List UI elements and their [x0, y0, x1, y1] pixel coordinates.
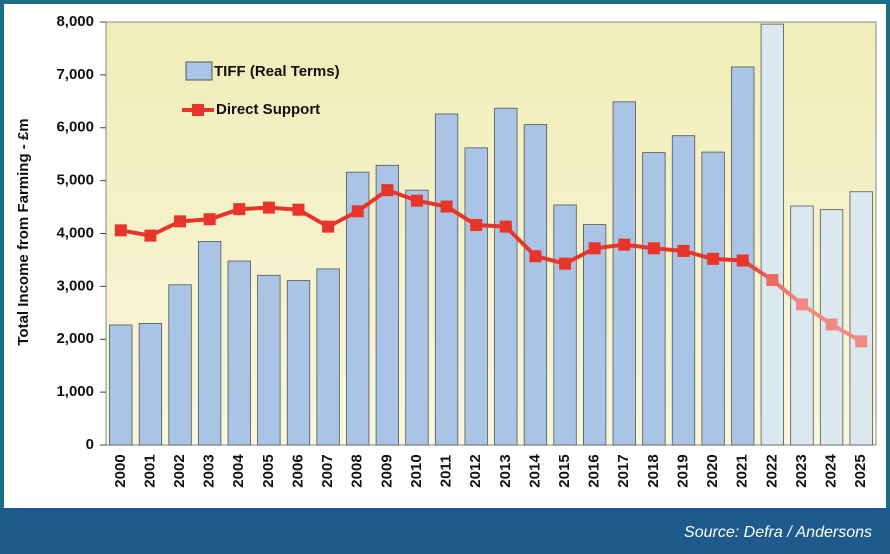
bar: [346, 171, 370, 446]
x-tick-label: 2021: [734, 454, 751, 487]
y-tick-label: 3,000: [56, 277, 94, 294]
x-tick-label: 2013: [497, 454, 514, 487]
x-tick-label: 2010: [408, 454, 425, 487]
marker: [766, 274, 779, 287]
footer: [0, 508, 890, 554]
bar: [286, 280, 311, 446]
marker: [381, 184, 394, 197]
y-tick-label: 5,000: [56, 172, 94, 189]
marker: [203, 213, 216, 226]
marker: [233, 203, 246, 216]
x-tick-label: 2014: [526, 454, 543, 488]
y-tick-label: 7,000: [56, 66, 94, 83]
marker: [144, 229, 157, 242]
bar: [138, 322, 163, 446]
x-tick-label: 2001: [141, 454, 158, 487]
x-tick-label: 2011: [438, 455, 455, 488]
x-tick-label: 2023: [793, 454, 810, 487]
marker: [647, 242, 660, 255]
marker: [114, 224, 127, 237]
marker: [351, 205, 364, 218]
bar: [257, 274, 281, 446]
x-tick-label: 2006: [289, 454, 306, 487]
legend-marker: [192, 104, 204, 116]
marker: [322, 220, 335, 233]
bar: [553, 204, 577, 446]
bar: [523, 124, 548, 446]
bar: [583, 224, 607, 446]
marker: [529, 250, 542, 263]
marker: [707, 252, 720, 265]
marker: [618, 238, 631, 251]
x-tick-label: 2002: [171, 454, 188, 487]
legend-label: Direct Support: [216, 101, 320, 118]
marker: [292, 203, 305, 216]
bar: [405, 189, 429, 446]
x-tick-label: 2022: [763, 454, 780, 487]
bar: [168, 284, 192, 446]
x-tick-label: 2015: [556, 454, 573, 487]
legend-label: TIFF (Real Terms): [214, 63, 340, 80]
bar: [434, 113, 459, 446]
marker: [795, 298, 808, 311]
marker: [825, 318, 838, 331]
x-tick-label: 2024: [823, 454, 840, 488]
marker: [440, 200, 453, 213]
plot-area: [105, 21, 877, 446]
marker: [855, 335, 868, 348]
marker: [677, 244, 690, 257]
x-tick-label: 2008: [349, 454, 366, 487]
bar: [612, 101, 636, 446]
x-tick-label: 2007: [319, 454, 336, 487]
x-tick-label: 2009: [378, 454, 395, 487]
y-tick-label: 0: [86, 436, 94, 453]
bar: [197, 241, 222, 446]
legend-swatch: [185, 61, 213, 81]
bar: [464, 147, 488, 446]
bar: [494, 107, 518, 446]
marker: [262, 201, 275, 214]
marker: [588, 242, 601, 255]
marker: [559, 257, 572, 270]
x-tick-label: 2019: [674, 454, 691, 487]
bar: [701, 151, 725, 446]
x-tick-label: 2012: [467, 454, 484, 487]
y-tick-label: 6,000: [56, 119, 94, 136]
marker: [499, 220, 512, 233]
marker: [470, 219, 483, 232]
bar: [375, 164, 400, 446]
x-tick-label: 2020: [704, 454, 721, 487]
marker: [736, 254, 749, 267]
x-tick-label: 2017: [615, 454, 632, 487]
bar: [671, 135, 696, 446]
x-tick-label: 2005: [260, 454, 277, 487]
bar: [227, 260, 251, 446]
x-tick-label: 2003: [201, 454, 218, 487]
bar: [760, 23, 784, 446]
x-tick-label: 2016: [586, 454, 603, 487]
x-tick-label: 2018: [645, 454, 662, 487]
bar: [849, 191, 873, 446]
y-axis-label: Total Income from Farming - £m: [15, 118, 32, 345]
bar: [642, 152, 666, 446]
x-tick-label: 2025: [852, 454, 869, 487]
y-tick-label: 4,000: [56, 224, 94, 241]
x-tick-label: 2000: [112, 454, 129, 487]
y-tick-label: 8,000: [56, 13, 94, 30]
x-tick-label: 2004: [230, 454, 247, 488]
bar: [316, 268, 340, 446]
bar: [790, 205, 814, 446]
marker: [410, 194, 423, 207]
y-tick-label: 2,000: [56, 330, 94, 347]
source: Source: Defra / Andersons: [684, 524, 872, 541]
y-tick-label: 1,000: [56, 383, 94, 400]
bar: [109, 324, 133, 446]
marker: [174, 215, 187, 228]
